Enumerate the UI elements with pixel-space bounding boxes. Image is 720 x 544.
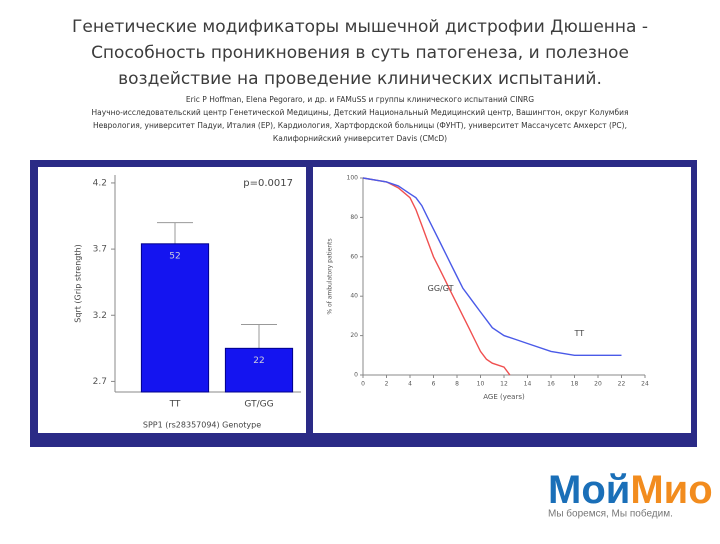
survival-line xyxy=(362,177,511,376)
x-axis-label: AGE (years) xyxy=(483,393,525,401)
title: воздействие на проведение клинических ис… xyxy=(118,69,602,89)
y-tick-label: 80 xyxy=(350,214,358,221)
y-axis-label: Sqrt (Grip strength) xyxy=(74,244,83,322)
y-tick-label: 20 xyxy=(350,332,358,339)
y-tick-label: 3.7 xyxy=(93,245,107,255)
y-axis-label: % of ambulatory patients xyxy=(327,238,334,314)
bar-label: 22 xyxy=(253,356,264,366)
y-tick-label: 2.7 xyxy=(93,377,107,387)
annotation: p=0.0017 xyxy=(243,178,293,189)
logo-part: Мио xyxy=(630,468,712,512)
y-tick-label: 60 xyxy=(350,253,358,260)
x-axis-label: SPP1 (rs28357094) Genotype xyxy=(143,421,261,430)
x-tick-label: 8 xyxy=(455,381,459,388)
bar xyxy=(224,347,294,393)
panel xyxy=(313,167,691,433)
affiliation: Калифорнийский университет Davis (CMcD) xyxy=(273,134,447,143)
affiliation: Научно-исследовательский центр Генетичес… xyxy=(92,108,629,117)
y-tick-label: 100 xyxy=(347,175,359,182)
x-tick-label: TT xyxy=(169,400,181,410)
x-tick-label: 0 xyxy=(361,381,365,388)
title: Способность проникновения в суть патоген… xyxy=(91,43,629,63)
logo-part: Мой xyxy=(548,468,630,512)
x-tick-label: 2 xyxy=(385,381,389,388)
bar-label: 52 xyxy=(169,251,180,261)
x-tick-label: 24 xyxy=(641,381,649,388)
x-tick-label: 12 xyxy=(500,381,508,388)
logo: МойМио xyxy=(548,468,713,512)
x-tick-label: 10 xyxy=(477,381,485,388)
y-tick-label: 4.2 xyxy=(93,178,107,188)
y-tick-label: 40 xyxy=(350,293,358,300)
series-label: GG/GT xyxy=(428,284,454,293)
survival-line xyxy=(362,177,622,356)
series-label: TT xyxy=(574,329,585,338)
authors: Eric P Hoffman, Elena Pegoraro, и др. и … xyxy=(186,95,534,104)
slogan: Мы боремся, Мы победим. xyxy=(548,508,673,520)
y-tick-label: 0 xyxy=(354,372,358,379)
title: Генетические модификаторы мышечной дистр… xyxy=(72,17,648,37)
y-tick-label: 3.2 xyxy=(93,311,107,321)
bar xyxy=(140,243,210,393)
x-tick-label: 4 xyxy=(408,381,412,388)
x-tick-label: GT/GG xyxy=(244,400,273,410)
affiliation: Неврология, университет Падуи, Италия (E… xyxy=(93,121,627,130)
x-tick-label: 18 xyxy=(571,381,579,388)
x-tick-label: 14 xyxy=(524,381,532,388)
x-tick-label: 6 xyxy=(432,381,436,388)
x-tick-label: 20 xyxy=(594,381,602,388)
x-tick-label: 22 xyxy=(618,381,626,388)
x-tick-label: 16 xyxy=(547,381,555,388)
